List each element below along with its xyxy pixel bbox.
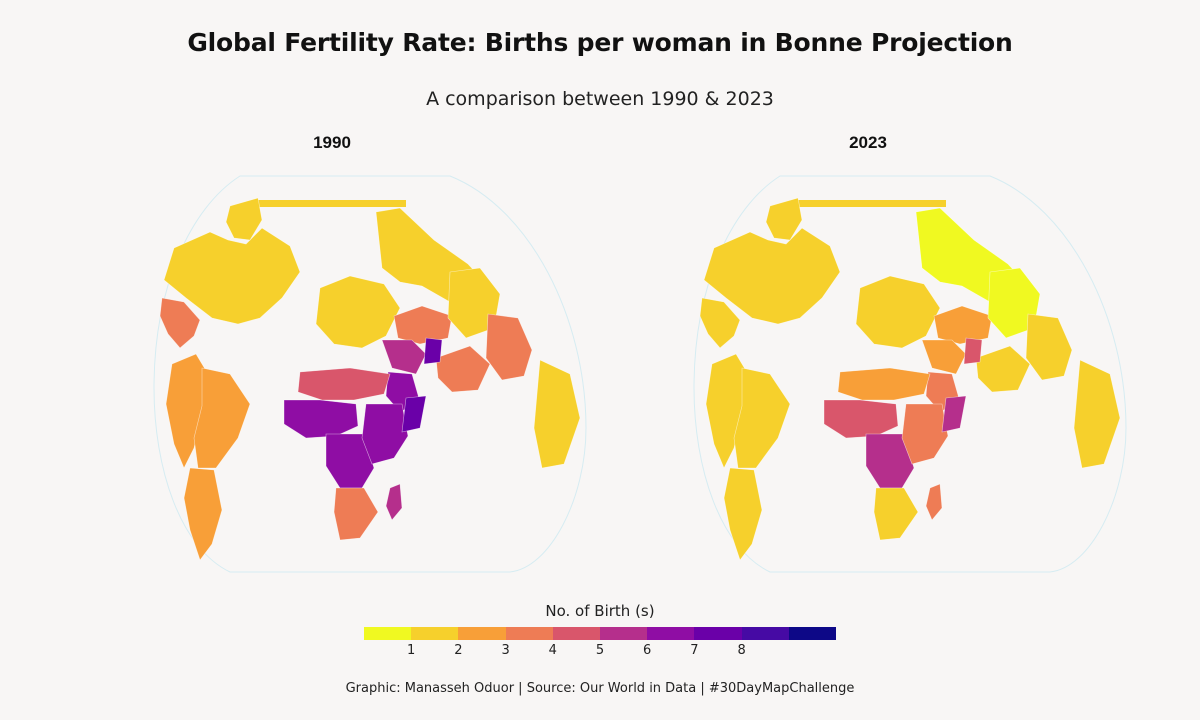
country-region: North Africa: 2.7 — [837, 367, 931, 401]
country-region: Central Asia: 2.9 — [933, 305, 993, 345]
map-2023: North America: 1.6Greenland: 1.8 Central … — [693, 175, 1127, 573]
country-region: Central Asia: 3.7 — [393, 305, 453, 345]
legend-swatch — [788, 627, 837, 640]
legend-tick-label: 2 — [454, 643, 463, 658]
country-region: Somalia: 6.1 — [941, 395, 967, 433]
country-region: North America: 1.9 — [163, 227, 301, 325]
country-region: South Asia: 2 — [975, 345, 1031, 393]
country-region: Madagascar: 6.1 — [385, 483, 403, 521]
country-region: Sahel / West Africa: 6.8 — [283, 399, 359, 439]
country-region: East Africa: 4.2 — [901, 403, 949, 465]
legend-swatch — [647, 627, 695, 640]
legend-tick-label: 3 — [501, 643, 510, 658]
country-region: Brazil: 2.8 — [193, 367, 251, 469]
country-region: South America (south): 2.8 — [183, 467, 223, 561]
country-region: Afghanistan: 7.6 — [423, 337, 443, 365]
country-region: Madagascar: 3.8 — [925, 483, 943, 521]
country-region: Southeast Asia: 3.5 — [485, 313, 533, 381]
country-region: Brazil: 1.6 — [733, 367, 791, 469]
legend-tick-label: 1 — [407, 643, 416, 658]
country-region: Australia: 1.9 — [533, 359, 581, 469]
panel-title-1990: 1990 — [313, 133, 351, 152]
country-region: Southern Africa: 3.8 — [333, 487, 379, 541]
country-region: South Asia: 4 — [435, 345, 491, 393]
legend-title: No. of Birth (s) — [545, 602, 655, 620]
country-region: Europe: 1.5 — [855, 275, 941, 349]
chart-subtitle: A comparison between 1990 & 2023 — [426, 88, 774, 110]
country-region: Somalia: 7.8 — [401, 395, 427, 433]
legend-swatch — [411, 627, 459, 640]
country-region: Central America: 2 — [699, 297, 741, 349]
polar-band — [256, 200, 406, 207]
panel-title-2023: 2023 — [849, 133, 887, 152]
footer-credit: Graphic: Manasseh Oduor | Source: Our Wo… — [345, 681, 855, 696]
legend-color-bar — [364, 627, 837, 640]
country-region: Southern Africa: 2.3 — [873, 487, 919, 541]
legend-tick-label: 6 — [643, 643, 652, 658]
legend-swatch — [694, 627, 742, 640]
country-region: Europe: 1.7 — [315, 275, 401, 349]
country-region: North America: 1.6 — [703, 227, 841, 325]
country-region: Southeast Asia: 2 — [1025, 313, 1073, 381]
legend-swatch — [552, 627, 601, 640]
country-region: Afghanistan: 4.5 — [963, 337, 983, 365]
legend-tick-label: 4 — [548, 643, 557, 658]
polar-band — [796, 200, 946, 207]
legend-swatch — [505, 627, 553, 640]
country-region: Sahel / West Africa: 5 — [823, 399, 899, 439]
country-region: North Africa: 4.8 — [297, 367, 391, 401]
legend-swatch — [600, 627, 648, 640]
map-1990: North America: 1.9Greenland: 2.4 Central … — [153, 175, 587, 573]
legend-tick-label: 5 — [595, 643, 605, 658]
country-region: Middle East: 5.5 — [381, 339, 427, 375]
legend-swatch — [741, 627, 789, 640]
country-region: Greenland: 1.8 — [765, 197, 803, 241]
legend-ticks: 1 2 3 4 5 6 7 8 — [364, 643, 836, 665]
country-region: Australia: 1.6 — [1073, 359, 1121, 469]
country-region: South America (south): 1.9 — [723, 467, 763, 561]
country-region: Middle East: 2.7 — [921, 339, 967, 375]
country-region: Greenland: 2.4 — [225, 197, 263, 241]
country-region: South America (north/Andes): 2.2 — [705, 353, 749, 469]
country-region: East Africa: 7 — [361, 403, 409, 465]
legend-tick-label: 8 — [737, 643, 746, 658]
chart-title: Global Fertility Rate: Births per woman … — [187, 28, 1013, 57]
country-region: Central America: 3.6 — [159, 297, 201, 349]
legend-swatch — [364, 627, 412, 640]
legend-tick-label: 7 — [690, 643, 699, 658]
country-region: South America (north/Andes): 3.4 — [165, 353, 209, 469]
legend-swatch — [458, 627, 506, 640]
